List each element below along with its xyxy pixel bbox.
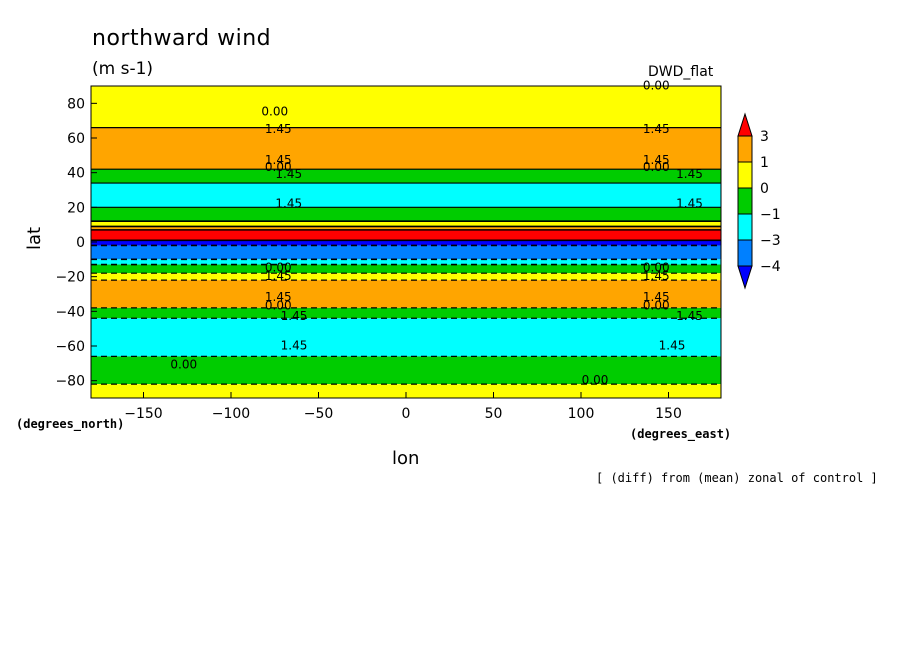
contour-label: 1.45: [281, 309, 308, 323]
heatmap-band: [91, 183, 721, 208]
colorbar-label: 0: [760, 181, 769, 197]
contour-label: 0.00: [643, 160, 670, 174]
contour-label: 0.00: [261, 104, 288, 118]
y-axis-unit: (degrees_north): [16, 417, 124, 432]
colorbar-label: −3: [760, 233, 781, 249]
contour-label: 0.00: [582, 373, 609, 387]
contour-label: 1.45: [676, 309, 703, 323]
colorbar-segment: [737, 187, 753, 215]
colorbar-segment: [737, 161, 753, 189]
contour-label: 1.45: [643, 269, 670, 283]
colorbar-label: −1: [760, 207, 781, 223]
contour-label: 0.00: [643, 299, 670, 313]
contour-label: 0.00: [265, 260, 292, 274]
contour-label: 1.45: [643, 290, 670, 304]
y-tick-label: 60: [67, 131, 85, 147]
contour-label: 0.00: [643, 260, 670, 274]
heatmap-band: [91, 264, 721, 274]
contour-label: 1.45: [281, 338, 308, 352]
chart-title: northward wind: [92, 26, 271, 51]
y-tick-label: −40: [55, 304, 85, 320]
x-tick-label: 150: [655, 406, 682, 422]
heatmap-band: [91, 356, 721, 385]
heatmap-band: [91, 240, 721, 246]
colorbar-segment: [737, 135, 753, 163]
y-tick-label: 80: [67, 96, 85, 112]
heatmap-band: [91, 280, 721, 308]
contour-labels: 0.001.45 1.450.001.450.00 1.450.001.45 1.45…: [170, 78, 702, 387]
y-tick-label: −60: [55, 339, 85, 355]
heatmap-band: [91, 207, 721, 222]
x-tick-label: 0: [402, 406, 411, 422]
heatmap-band: [91, 245, 721, 260]
footnote: [ (diff) from (mean) zonal of control ]: [596, 471, 878, 485]
heatmap-band: [91, 307, 721, 319]
colorbar-label: 3: [760, 129, 769, 145]
y-tick-label: −80: [55, 374, 85, 390]
contour-label: 1.45: [659, 338, 686, 352]
x-axis-unit: (degrees_east): [630, 427, 731, 442]
contour-label: 1.45: [265, 290, 292, 304]
plot-area: [91, 86, 721, 398]
y-tick-label: 40: [67, 166, 85, 182]
heatmap-band: [91, 169, 721, 184]
x-axis-label: lon: [392, 448, 419, 469]
y-tick-label: 20: [67, 200, 85, 216]
contour-label: 0.00: [265, 160, 292, 174]
x-tick-label: 50: [485, 406, 503, 422]
contour-label: 1.45: [275, 167, 302, 181]
contour-label: 0.00: [643, 78, 670, 92]
y-axis: −80 −60 −40 −20 0 20 40 60 80: [55, 96, 97, 390]
heatmap-band: [91, 318, 721, 357]
colorbar-label: 1: [760, 155, 769, 171]
heatmap-band: [91, 384, 721, 398]
colorbar-segment: [737, 239, 753, 267]
x-tick-label: 100: [568, 406, 595, 422]
chart-units: (m s-1): [92, 59, 153, 79]
contour-label: 1.45: [643, 153, 670, 167]
contour-label: 0.00: [265, 299, 292, 313]
colorbar-arrow-top: [737, 112, 753, 137]
x-tick-label: −150: [124, 406, 162, 422]
contour-label: 1.45: [275, 196, 302, 210]
contour-label: 1.45: [643, 122, 670, 136]
contour-label: 1.45: [265, 122, 292, 136]
contour-label: 1.45: [265, 269, 292, 283]
heatmap-band: [91, 273, 721, 281]
heatmap-band: [91, 221, 721, 227]
heatmap-band: [91, 229, 721, 241]
contour-label: 1.45: [676, 167, 703, 181]
y-axis-label: lat: [24, 227, 45, 250]
heatmap-band: [91, 86, 721, 128]
x-axis: −150 −100 −50 0 50 100 150: [124, 392, 682, 422]
contour-label: 0.00: [170, 358, 197, 372]
colorbar-segment: [737, 213, 753, 241]
run-label: DWD_flat: [648, 64, 714, 80]
heatmap-band: [91, 259, 721, 265]
y-tick-label: −20: [55, 270, 85, 286]
y-tick-label: 0: [76, 235, 85, 251]
x-tick-label: −100: [212, 406, 250, 422]
heatmap-band: [91, 226, 721, 230]
contour-label: 1.45: [265, 153, 292, 167]
contour-label: 1.45: [676, 196, 703, 210]
colorbar-arrow-bottom: [737, 265, 753, 290]
colorbar-label: −4: [760, 259, 781, 275]
colorbar: 3 1 0 −1 −3 −4: [737, 112, 781, 290]
x-tick-label: −50: [304, 406, 334, 422]
heatmap-band: [91, 127, 721, 170]
